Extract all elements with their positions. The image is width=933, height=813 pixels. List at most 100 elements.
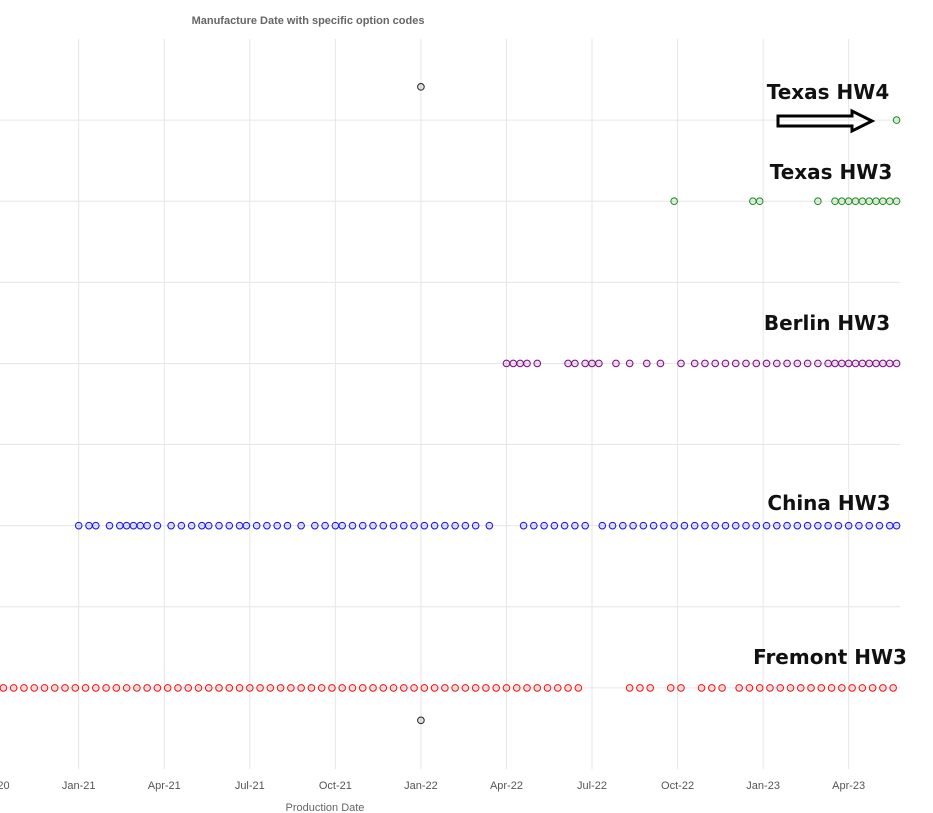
point	[851, 197, 860, 206]
point	[420, 521, 429, 530]
point	[677, 359, 685, 368]
point	[731, 521, 740, 530]
point	[872, 197, 880, 206]
point	[848, 684, 856, 692]
point	[246, 684, 254, 692]
point	[879, 197, 887, 206]
point	[851, 359, 860, 368]
point	[410, 521, 418, 530]
point	[523, 684, 531, 692]
point	[358, 521, 367, 530]
point	[502, 684, 511, 692]
point	[796, 684, 805, 692]
point	[451, 521, 459, 530]
point	[530, 521, 538, 530]
series-label: Texas HW3	[770, 160, 893, 184]
point	[235, 521, 244, 530]
point	[177, 521, 186, 530]
point	[793, 359, 802, 368]
point	[560, 521, 569, 530]
point	[420, 684, 429, 692]
point	[721, 359, 730, 368]
point	[858, 197, 867, 206]
point	[417, 83, 425, 91]
point	[885, 359, 894, 368]
point	[735, 684, 743, 692]
series-label: Texas HW4	[767, 80, 890, 104]
point	[625, 359, 634, 368]
point	[844, 359, 853, 368]
point	[838, 359, 846, 368]
point	[400, 684, 408, 692]
point	[755, 197, 764, 206]
point	[595, 359, 603, 368]
point	[379, 521, 388, 530]
point	[892, 116, 901, 124]
point	[885, 197, 894, 206]
point	[143, 684, 151, 692]
arrow	[776, 108, 876, 134]
point	[348, 521, 357, 530]
point	[656, 359, 665, 368]
x-tick-label: Jul-21	[235, 780, 265, 792]
point	[636, 684, 644, 692]
point	[417, 716, 425, 725]
point	[358, 684, 367, 692]
point	[523, 359, 531, 368]
point	[892, 521, 901, 530]
x-tick-label: Jul-22	[577, 780, 607, 792]
point	[74, 521, 83, 530]
point	[519, 521, 528, 530]
point	[865, 359, 874, 368]
point	[721, 521, 730, 530]
point	[461, 521, 470, 530]
point	[400, 521, 408, 530]
point	[81, 684, 90, 692]
point	[379, 684, 388, 692]
point	[619, 521, 627, 530]
point	[571, 359, 579, 368]
point	[112, 684, 121, 692]
point	[838, 197, 846, 206]
point	[235, 684, 244, 692]
point	[509, 359, 518, 368]
point	[762, 359, 771, 368]
point	[711, 521, 720, 530]
point	[533, 684, 542, 692]
point	[9, 684, 18, 692]
point	[184, 684, 193, 692]
point	[885, 521, 894, 530]
point	[892, 197, 901, 206]
point	[311, 521, 319, 530]
point	[204, 521, 213, 530]
point	[612, 359, 620, 368]
point	[61, 684, 69, 692]
point	[242, 521, 251, 530]
point	[803, 521, 812, 530]
point	[328, 684, 336, 692]
point	[814, 197, 822, 206]
point	[30, 684, 39, 692]
x-tick-label: Apr-23	[832, 780, 865, 792]
point	[749, 197, 757, 206]
point	[194, 684, 203, 692]
point	[533, 359, 542, 368]
point	[762, 521, 771, 530]
point	[133, 684, 141, 692]
point	[868, 684, 877, 692]
point	[581, 359, 589, 368]
point	[834, 521, 843, 530]
point	[102, 684, 110, 692]
point	[389, 521, 398, 530]
x-tick-label: Apr-22	[490, 780, 523, 792]
point	[646, 684, 654, 692]
point	[492, 684, 500, 692]
series-label: Berlin HW3	[764, 311, 890, 335]
point	[321, 521, 329, 530]
point	[564, 684, 572, 692]
point	[831, 197, 839, 206]
point	[252, 521, 261, 530]
point	[793, 521, 802, 530]
point	[85, 521, 93, 530]
point	[598, 521, 607, 530]
